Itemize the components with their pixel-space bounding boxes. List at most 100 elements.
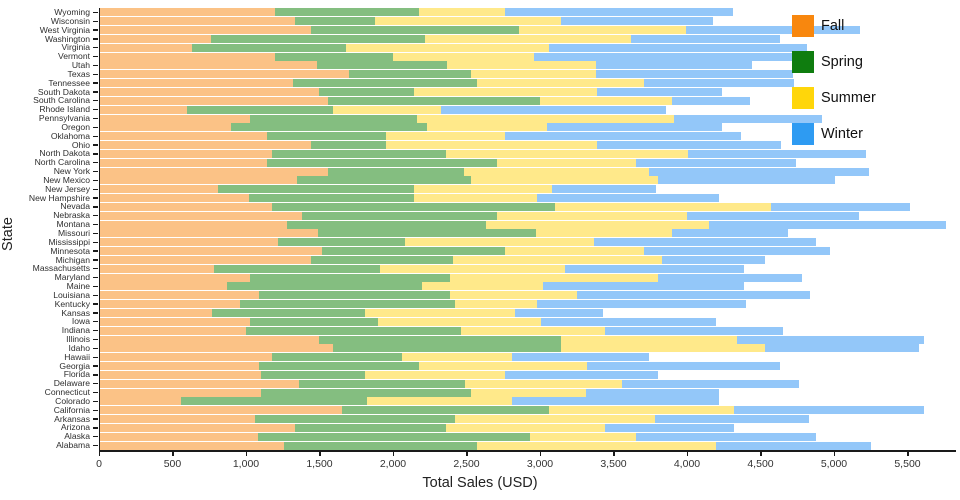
bar-segment-summer[interactable]: [560, 335, 737, 344]
bar-segment-summer[interactable]: [425, 34, 632, 43]
bar-segment-summer[interactable]: [454, 415, 655, 424]
bar-segment-fall[interactable]: [99, 105, 188, 114]
bar-segment-summer[interactable]: [332, 105, 442, 114]
bar-segment-summer[interactable]: [460, 326, 605, 335]
bar-segment-winter[interactable]: [688, 149, 867, 158]
bar-segment-summer[interactable]: [560, 344, 765, 353]
bar-segment-spring[interactable]: [310, 26, 520, 35]
bar-segment-spring[interactable]: [294, 17, 376, 26]
bar-segment-summer[interactable]: [426, 123, 548, 132]
bar-segment-summer[interactable]: [529, 432, 636, 441]
bar-segment-winter[interactable]: [594, 238, 817, 247]
bar-segment-summer[interactable]: [504, 247, 645, 256]
bar-segment-winter[interactable]: [709, 220, 946, 229]
bar-segment-fall[interactable]: [99, 291, 260, 300]
bar-segment-fall[interactable]: [99, 388, 261, 397]
bar-segment-summer[interactable]: [497, 211, 687, 220]
bar-segment-winter[interactable]: [576, 291, 811, 300]
bar-segment-winter[interactable]: [560, 17, 714, 26]
bar-segment-winter[interactable]: [648, 167, 870, 176]
bar-segment-fall[interactable]: [99, 220, 288, 229]
bar-segment-winter[interactable]: [736, 335, 924, 344]
bar-segment-winter[interactable]: [764, 344, 920, 353]
bar-segment-winter[interactable]: [622, 379, 799, 388]
bar-segment-spring[interactable]: [260, 388, 471, 397]
bar-segment-spring[interactable]: [293, 79, 477, 88]
bar-segment-winter[interactable]: [597, 87, 723, 96]
bar-segment-winter[interactable]: [548, 43, 808, 52]
bar-segment-summer[interactable]: [539, 96, 673, 105]
bar-segment-fall[interactable]: [99, 423, 295, 432]
bar-segment-fall[interactable]: [99, 397, 182, 406]
bar-segment-winter[interactable]: [654, 415, 809, 424]
bar-segment-summer[interactable]: [419, 362, 587, 371]
bar-segment-fall[interactable]: [99, 362, 260, 371]
bar-segment-spring[interactable]: [259, 362, 420, 371]
bar-segment-winter[interactable]: [672, 229, 789, 238]
bar-segment-summer[interactable]: [379, 264, 565, 273]
bar-segment-summer[interactable]: [385, 132, 505, 141]
bar-segment-summer[interactable]: [365, 370, 505, 379]
bar-segment-fall[interactable]: [99, 202, 273, 211]
bar-segment-winter[interactable]: [504, 8, 733, 17]
bar-segment-winter[interactable]: [512, 353, 649, 362]
bar-segment-spring[interactable]: [278, 238, 405, 247]
bar-segment-summer[interactable]: [465, 379, 623, 388]
bar-segment-winter[interactable]: [644, 247, 830, 256]
bar-segment-spring[interactable]: [328, 96, 540, 105]
bar-segment-summer[interactable]: [554, 202, 771, 211]
bar-segment-winter[interactable]: [657, 273, 802, 282]
bar-segment-spring[interactable]: [275, 52, 393, 61]
bar-segment-spring[interactable]: [298, 379, 465, 388]
bar-segment-fall[interactable]: [99, 132, 267, 141]
bar-segment-summer[interactable]: [445, 149, 689, 158]
bar-segment-winter[interactable]: [644, 79, 795, 88]
bar-segment-fall[interactable]: [99, 167, 329, 176]
bar-segment-spring[interactable]: [245, 326, 461, 335]
bar-segment-winter[interactable]: [686, 211, 859, 220]
bar-segment-spring[interactable]: [348, 70, 471, 79]
bar-segment-spring[interactable]: [328, 167, 464, 176]
bar-segment-summer[interactable]: [419, 8, 505, 17]
legend-item-fall[interactable]: Fall: [792, 15, 876, 37]
bar-segment-spring[interactable]: [294, 423, 446, 432]
bar-segment-summer[interactable]: [378, 317, 542, 326]
bar-segment-spring[interactable]: [257, 432, 530, 441]
bar-segment-summer[interactable]: [470, 70, 596, 79]
bar-segment-fall[interactable]: [99, 326, 246, 335]
bar-segment-fall[interactable]: [99, 52, 276, 61]
bar-segment-fall[interactable]: [99, 96, 329, 105]
bar-segment-spring[interactable]: [250, 114, 417, 123]
bar-segment-fall[interactable]: [99, 432, 258, 441]
bar-segment-fall[interactable]: [99, 379, 299, 388]
bar-segment-spring[interactable]: [250, 273, 451, 282]
bar-segment-summer[interactable]: [453, 255, 662, 264]
bar-segment-fall[interactable]: [99, 255, 311, 264]
bar-segment-winter[interactable]: [604, 326, 783, 335]
bar-segment-spring[interactable]: [284, 441, 477, 450]
bar-segment-fall[interactable]: [99, 282, 227, 291]
bar-segment-summer[interactable]: [422, 282, 543, 291]
bar-segment-winter[interactable]: [595, 61, 752, 70]
bar-segment-summer[interactable]: [485, 220, 710, 229]
bar-segment-summer[interactable]: [366, 397, 513, 406]
bar-segment-winter[interactable]: [597, 141, 782, 150]
bar-segment-spring[interactable]: [341, 406, 549, 415]
bar-segment-fall[interactable]: [99, 87, 320, 96]
bar-segment-winter[interactable]: [657, 176, 836, 185]
bar-segment-summer[interactable]: [519, 26, 686, 35]
bar-segment-summer[interactable]: [476, 441, 717, 450]
bar-segment-fall[interactable]: [99, 406, 342, 415]
bar-segment-spring[interactable]: [287, 220, 486, 229]
bar-segment-fall[interactable]: [99, 17, 295, 26]
bar-segment-spring[interactable]: [248, 194, 414, 203]
bar-segment-spring[interactable]: [310, 141, 386, 150]
bar-segment-fall[interactable]: [99, 441, 285, 450]
bar-segment-fall[interactable]: [99, 194, 249, 203]
bar-segment-fall[interactable]: [99, 344, 333, 353]
bar-segment-summer[interactable]: [454, 300, 538, 309]
bar-segment-fall[interactable]: [99, 123, 232, 132]
bar-segment-spring[interactable]: [301, 211, 498, 220]
bar-segment-spring[interactable]: [322, 247, 505, 256]
bar-segment-winter[interactable]: [542, 282, 745, 291]
